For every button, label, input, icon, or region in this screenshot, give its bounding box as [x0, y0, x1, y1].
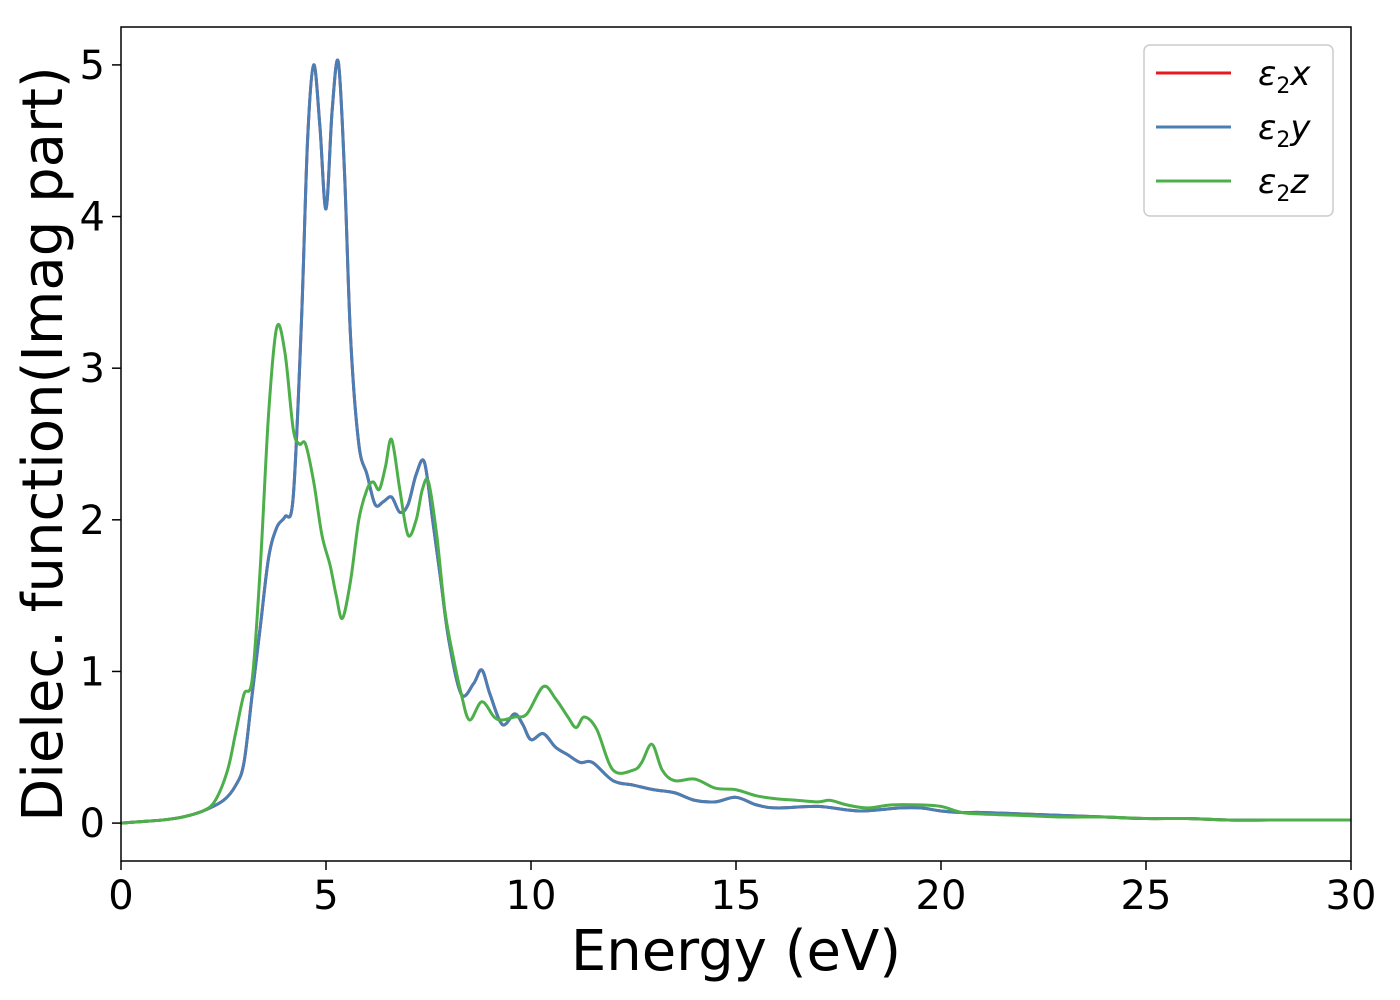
- y-tick-label: 3: [80, 346, 105, 392]
- legend-label: ε2x: [1258, 54, 1311, 99]
- y-tick-label: 5: [80, 43, 105, 89]
- legend: ε2x ε2y ε2z: [1143, 44, 1334, 217]
- y-axis-ticks: 0 1 2 3 4 5: [80, 43, 121, 847]
- y-tick-label: 2: [80, 498, 105, 544]
- series-line-z: [121, 323, 1351, 825]
- legend-entry-x: ε2x: [1156, 54, 1311, 99]
- x-tick-label: 30: [1326, 873, 1377, 919]
- legend-label: ε2z: [1258, 162, 1309, 207]
- y-tick-label: 1: [80, 649, 105, 695]
- x-tick-label: 5: [313, 873, 338, 919]
- series-layer: [121, 58, 1351, 825]
- x-tick-label: 25: [1121, 873, 1172, 919]
- y-tick-label: 0: [80, 801, 105, 847]
- x-tick-label: 0: [108, 873, 133, 919]
- x-axis-label: Energy (eV): [571, 919, 901, 984]
- legend-entry-y: ε2y: [1156, 108, 1311, 153]
- legend-entry-z: ε2z: [1156, 162, 1309, 207]
- x-axis-ticks: 0 5 10 15 20 25 30: [108, 861, 1376, 919]
- x-tick-label: 20: [916, 873, 967, 919]
- y-tick-label: 4: [80, 195, 105, 241]
- y-axis-label: Dielec. function(Imag part): [11, 66, 76, 822]
- legend-label: ε2y: [1258, 108, 1311, 153]
- x-tick-label: 15: [711, 873, 762, 919]
- x-tick-label: 10: [506, 873, 557, 919]
- legend-box: [1143, 44, 1334, 217]
